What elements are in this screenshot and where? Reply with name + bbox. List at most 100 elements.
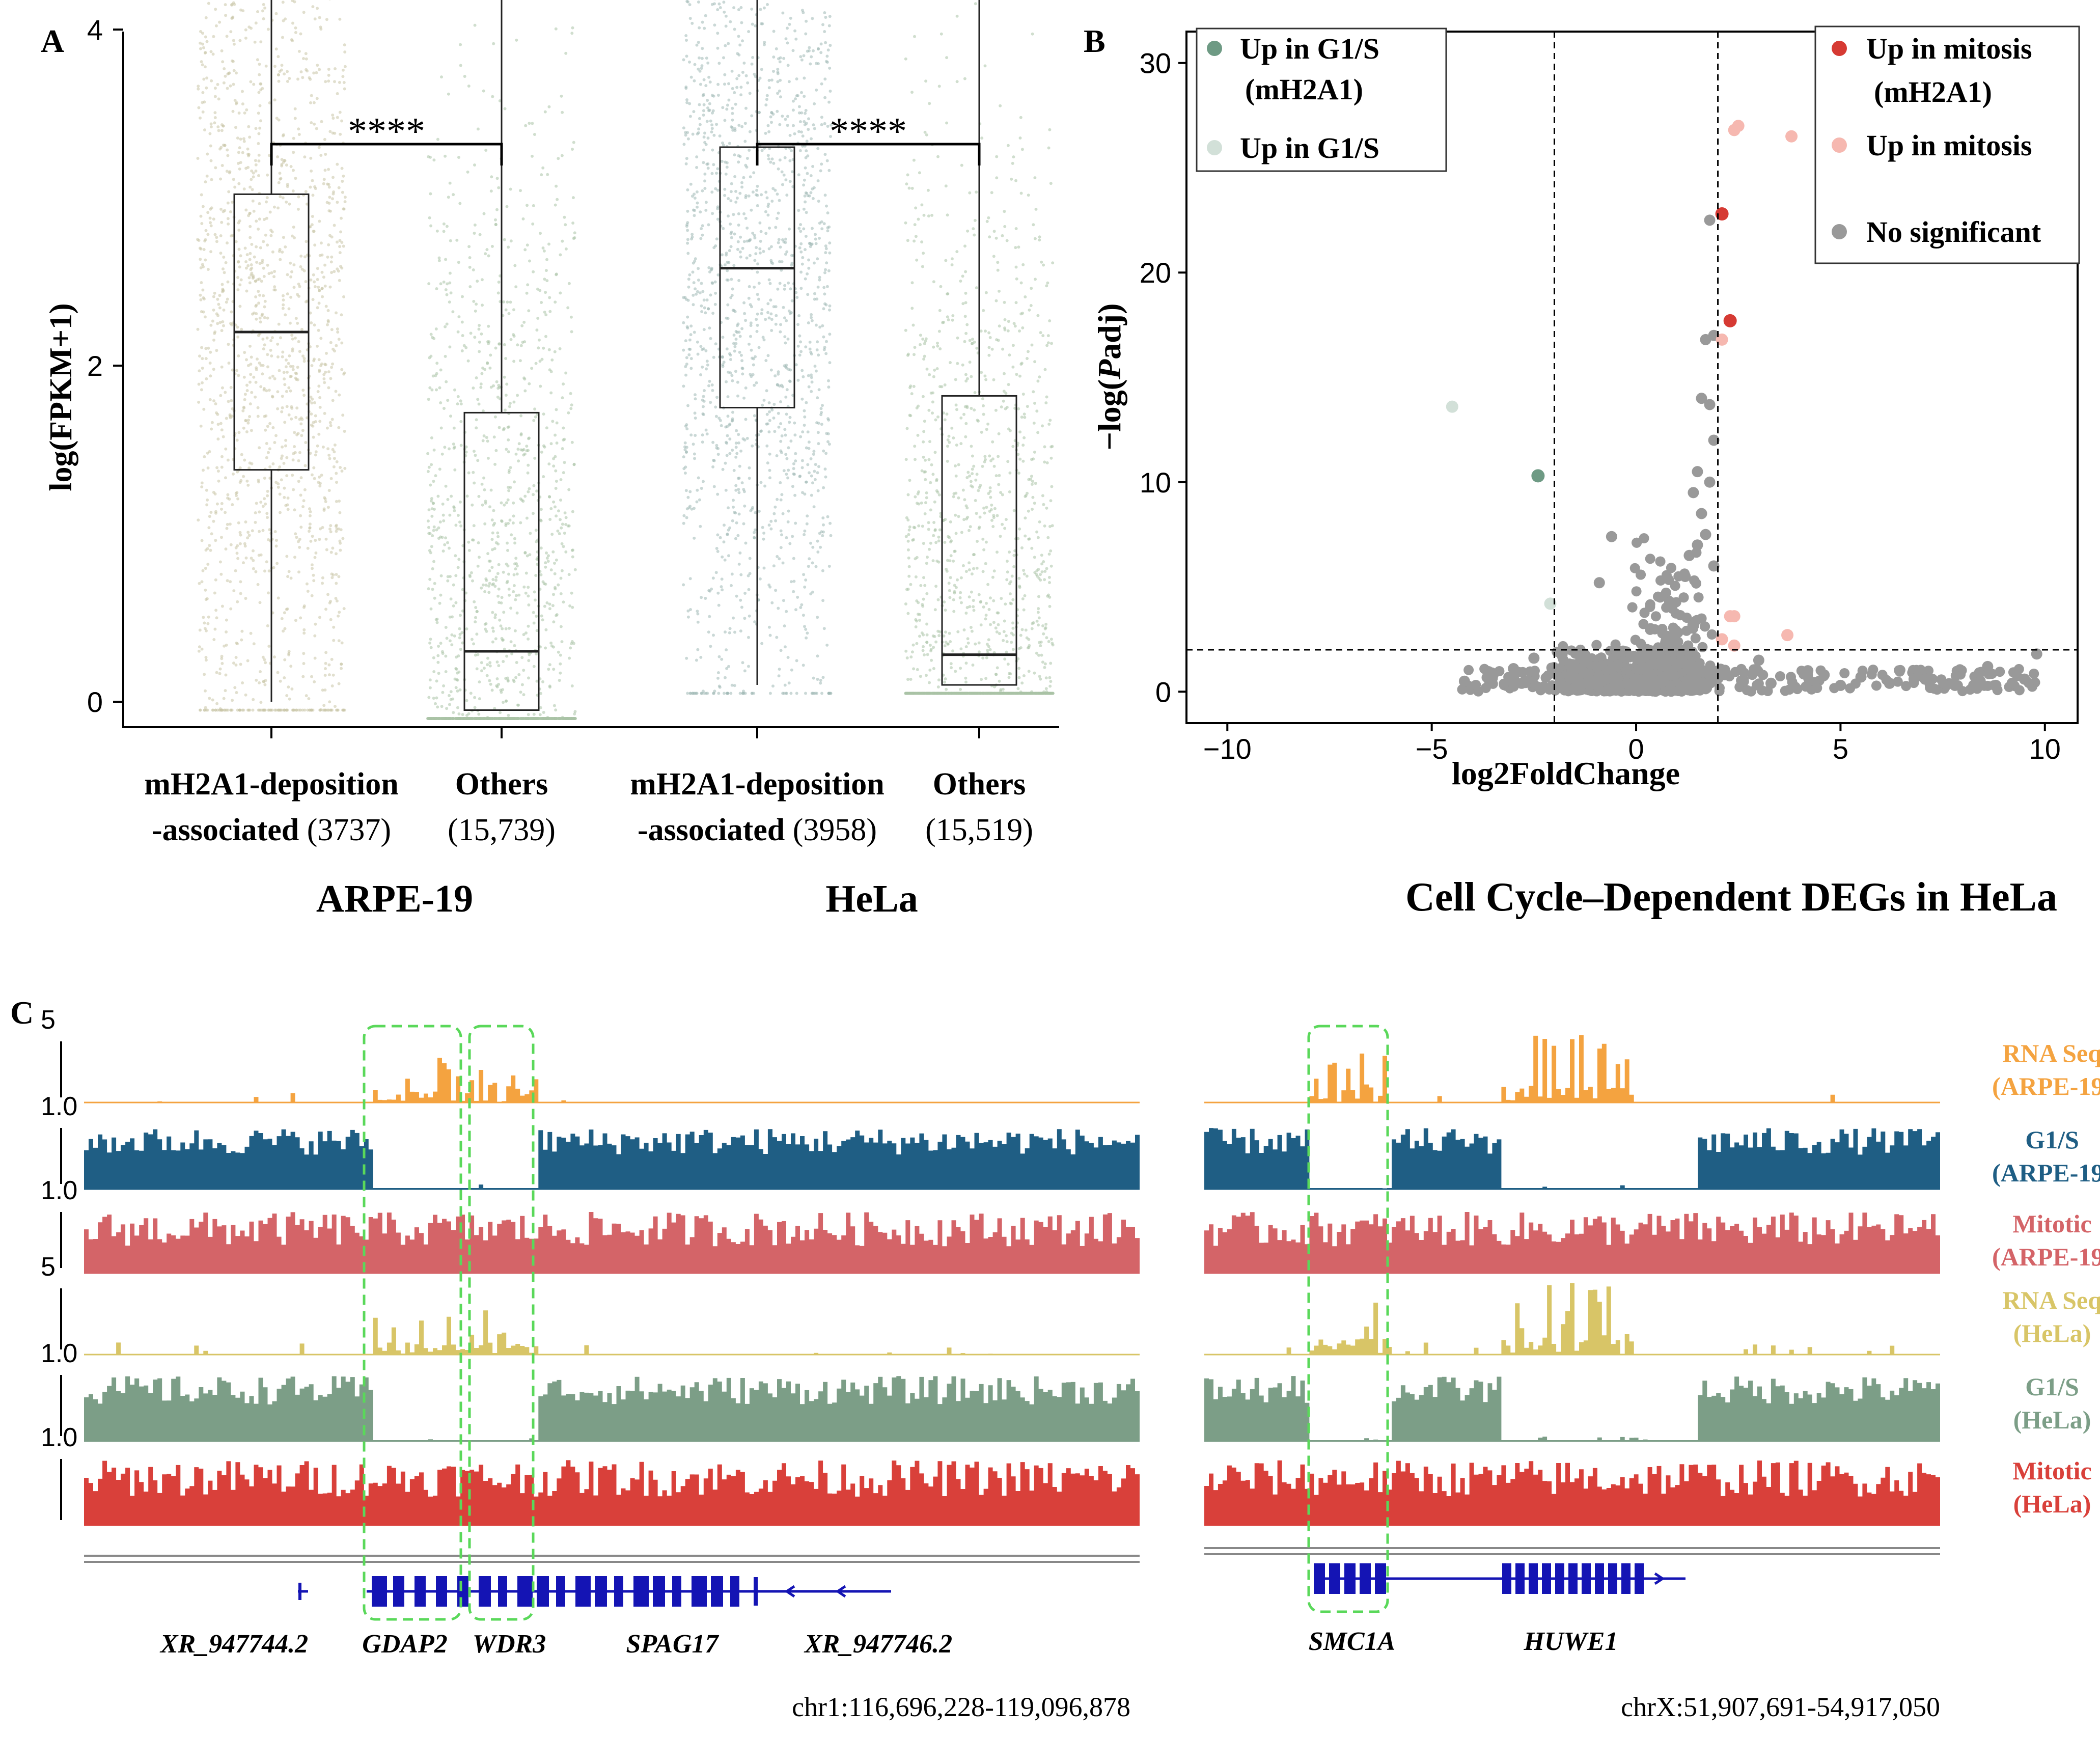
jitter-point xyxy=(527,309,531,313)
jitter-point xyxy=(320,270,324,274)
jitter-point xyxy=(213,121,216,125)
jitter-point xyxy=(728,352,731,355)
jitter-point xyxy=(452,447,456,450)
jitter-point xyxy=(715,123,719,126)
jitter-point xyxy=(690,195,694,198)
jitter-point xyxy=(342,244,345,248)
jitter-point xyxy=(220,386,224,390)
jitter-point xyxy=(302,662,306,665)
jitter-point xyxy=(541,680,544,683)
jitter-point xyxy=(321,582,324,585)
jitter-point xyxy=(702,148,705,152)
jitter-point xyxy=(809,457,813,460)
jitter-point xyxy=(682,348,685,352)
jitter-point xyxy=(319,27,323,31)
jitter-point xyxy=(212,519,215,523)
jitter-point xyxy=(291,21,294,25)
jitter-point xyxy=(543,604,546,608)
jitter-point xyxy=(743,122,747,125)
jitter-point xyxy=(341,190,344,194)
jitter-point xyxy=(220,455,224,458)
jitter-point xyxy=(738,551,742,555)
jitter-point xyxy=(475,302,478,306)
jitter-point xyxy=(248,380,252,384)
jitter-point xyxy=(817,353,820,357)
jitter-point xyxy=(472,524,476,528)
jitter-point xyxy=(312,466,316,470)
jitter-point xyxy=(712,485,716,488)
jitter-point xyxy=(239,533,242,537)
jitter-point xyxy=(689,433,693,437)
jitter-point xyxy=(206,233,210,236)
jitter-point xyxy=(204,258,207,262)
jitter-point xyxy=(328,0,331,1)
jitter-point xyxy=(291,39,294,42)
jitter-point xyxy=(205,40,209,43)
jitter-point xyxy=(231,503,234,506)
jitter-point xyxy=(779,400,782,403)
jitter-point xyxy=(484,577,488,581)
jitter-point xyxy=(797,227,801,230)
jitter-point xyxy=(696,620,700,624)
jitter-point xyxy=(481,304,484,307)
jitter-point xyxy=(803,178,806,182)
jitter-point xyxy=(322,373,326,376)
jitter-point xyxy=(215,502,219,506)
jitter-point xyxy=(285,405,289,408)
jitter-point xyxy=(700,64,704,68)
jitter-point xyxy=(288,77,291,80)
jitter-point xyxy=(496,572,500,575)
jitter-point xyxy=(239,8,242,12)
jitter-point xyxy=(816,654,819,658)
jitter-point xyxy=(282,298,285,302)
jitter-point xyxy=(456,671,459,675)
jitter-point xyxy=(827,692,831,695)
jitter-point xyxy=(559,253,562,257)
jitter-point xyxy=(719,6,722,9)
jitter-point xyxy=(513,541,517,545)
jitter-point xyxy=(263,299,267,303)
jitter-point xyxy=(249,80,253,84)
jitter-point xyxy=(787,309,791,313)
jitter-point xyxy=(799,287,803,290)
jitter-point xyxy=(225,618,228,622)
jitter-point xyxy=(219,177,223,181)
jitter-point xyxy=(934,640,938,644)
jitter-point xyxy=(723,187,727,191)
jitter-point xyxy=(220,661,224,665)
jitter-point xyxy=(825,643,829,647)
jitter-point xyxy=(297,49,301,53)
jitter-point xyxy=(776,555,779,558)
jitter-point xyxy=(507,425,511,429)
jitter-point xyxy=(915,258,919,262)
jitter-point xyxy=(311,215,314,218)
jitter-point xyxy=(321,688,324,692)
jitter-point xyxy=(299,70,303,74)
jitter-point xyxy=(721,141,724,145)
jitter-point xyxy=(506,498,510,502)
jitter-point xyxy=(299,493,302,497)
jitter-point xyxy=(250,26,253,30)
jitter-point xyxy=(267,154,271,157)
jitter-point xyxy=(685,656,688,660)
jitter-point xyxy=(494,575,498,579)
jitter-point xyxy=(509,640,513,644)
jitter-point xyxy=(204,655,208,659)
jitter-point xyxy=(805,122,808,125)
jitter-point xyxy=(539,692,542,695)
jitter-point xyxy=(547,554,550,558)
jitter-point xyxy=(217,708,221,712)
jitter-point xyxy=(561,447,564,450)
jitter-point xyxy=(285,359,288,362)
jitter-point xyxy=(570,640,574,643)
jitter-point xyxy=(569,646,572,650)
jitter-point xyxy=(747,665,750,668)
jitter-point xyxy=(779,498,783,502)
jitter-point xyxy=(809,62,812,66)
jitter-point xyxy=(504,627,508,630)
jitter-point xyxy=(338,500,341,503)
jitter-point xyxy=(310,94,313,97)
jitter-point xyxy=(766,213,770,217)
jitter-point xyxy=(238,481,242,484)
jitter-point xyxy=(712,163,715,167)
